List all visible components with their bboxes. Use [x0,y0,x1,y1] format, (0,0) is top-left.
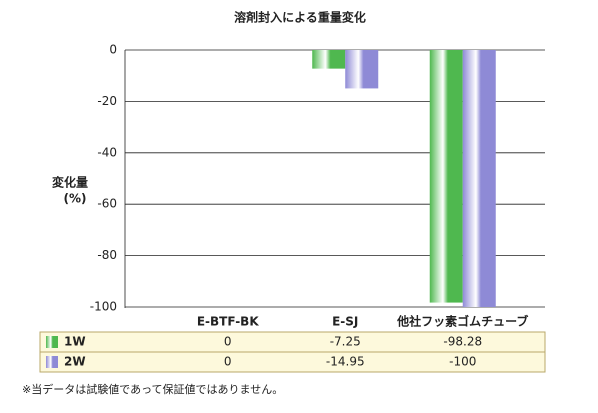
bar [462,50,496,307]
table-value: -98.28 [443,335,482,349]
y-tick-label: -20 [97,94,117,108]
y-tick-label: -80 [97,248,117,262]
table-value: -7.25 [330,335,361,349]
x-tick-label: E-SJ [332,315,358,329]
legend-swatch [46,356,58,368]
chart-title: 溶剤封入による重量変化 [234,10,366,25]
table-value: 0 [224,335,232,349]
y-tick-label: -40 [97,145,117,159]
x-tick-label: 他社フッ素ゴムチューブ [396,314,528,329]
table-row [39,351,546,373]
legend-swatch [46,336,58,348]
y-axis-label: (%) [64,192,87,206]
y-tick-label: -60 [97,197,117,211]
table-value: -14.95 [326,355,365,369]
footnote: ※当データは試験値であって保証値ではありません。 [22,382,283,396]
y-tick-label: 0 [109,43,117,57]
y-axis-label: 変化量 [52,175,88,190]
bar [312,50,346,69]
bar [429,50,463,303]
table-value: 0 [224,355,232,369]
table-value: -100 [449,355,476,369]
bar [345,50,379,89]
y-tick-label: -100 [90,300,117,314]
legend-label: 1W [64,335,86,349]
legend-label: 2W [64,355,86,369]
x-tick-label: E-BTF-BK [197,315,259,329]
